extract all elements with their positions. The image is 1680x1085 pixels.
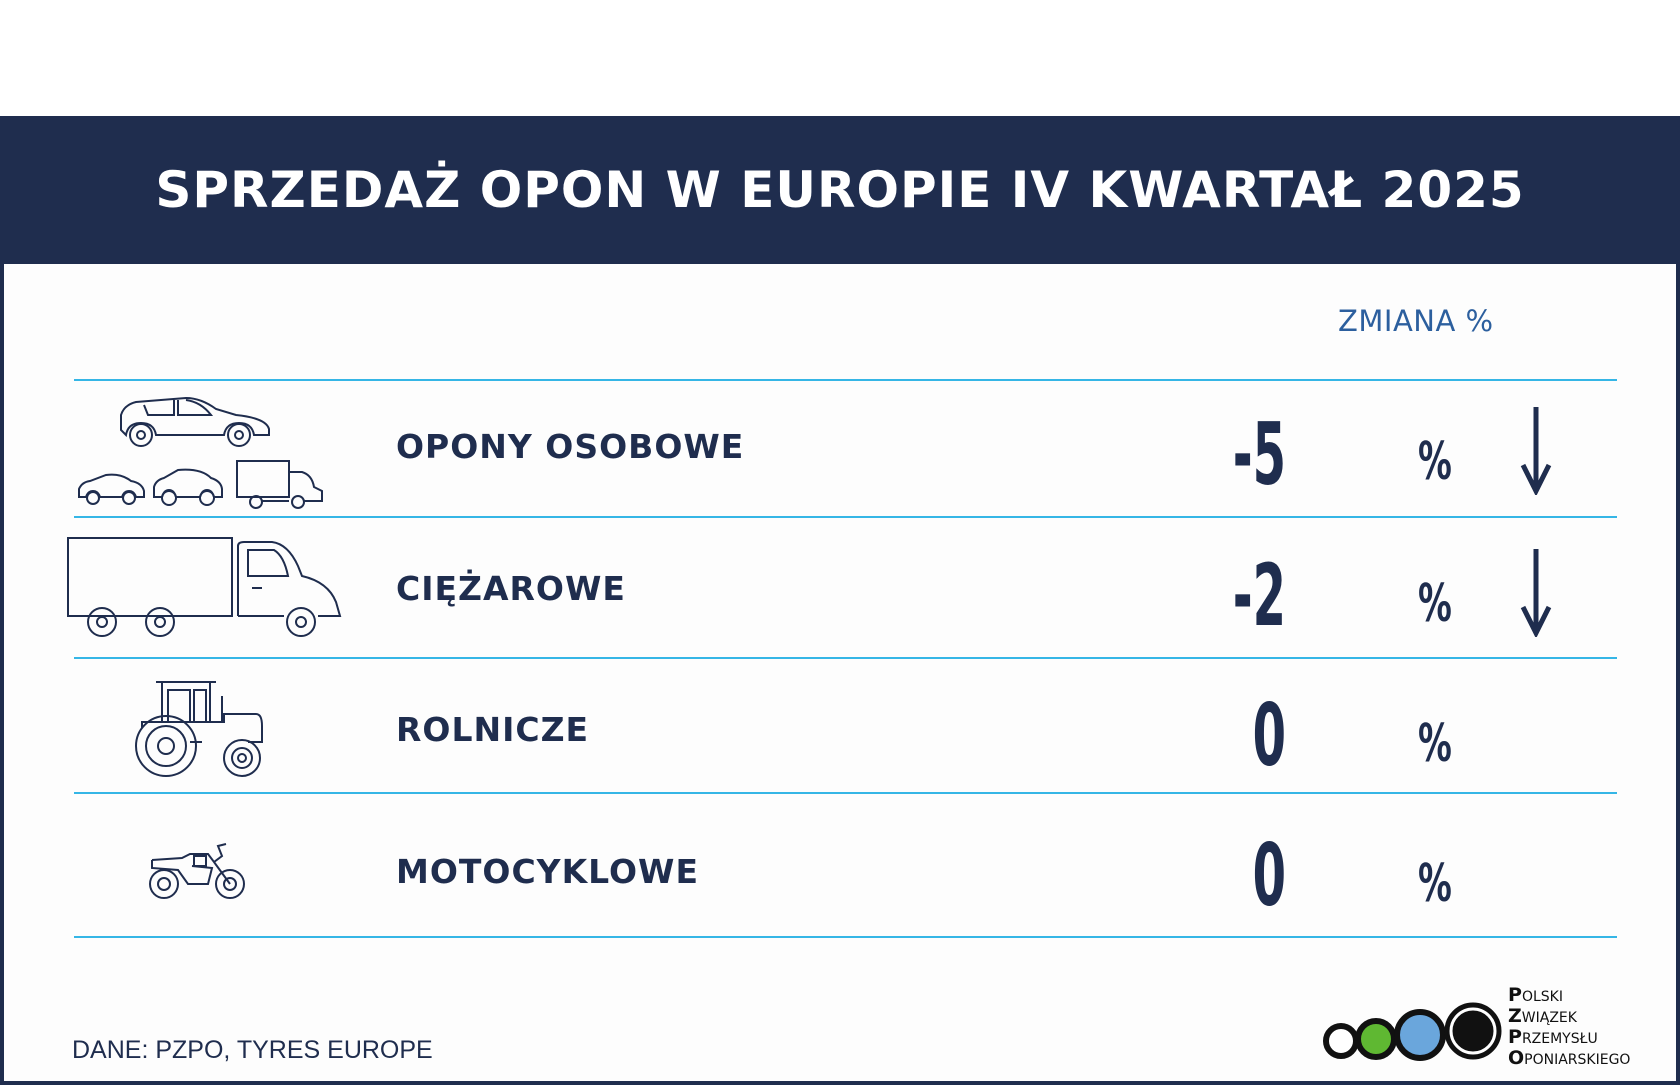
row-divider (74, 379, 1617, 381)
row-divider (74, 936, 1617, 938)
pzpo-logo-icon (1323, 1002, 1502, 1061)
percent-sign: % (1418, 714, 1452, 774)
percent-sign: % (1418, 574, 1452, 634)
title-banner: SPRZEDAŻ OPON W EUROPIE IV KWARTAŁ 2025 (0, 116, 1680, 264)
row-label: ROLNICZE (396, 710, 590, 749)
change-value: 0 (1252, 686, 1286, 786)
change-value: 0 (1252, 826, 1286, 926)
row-divider (74, 792, 1617, 794)
change-value: -5 (1232, 405, 1286, 505)
row-label: MOTOCYKLOWE (396, 852, 699, 891)
percent-sign: % (1418, 854, 1452, 914)
motorcycle-icon (149, 843, 245, 899)
source-note: DANE: PZPO, TYRES EUROPE (72, 1036, 433, 1064)
tractor-icon (135, 681, 263, 777)
page-title: SPRZEDAŻ OPON W EUROPIE IV KWARTAŁ 2025 (155, 161, 1525, 219)
row-divider (74, 657, 1617, 659)
cars-and-van-icon (78, 396, 323, 509)
row-label: CIĘŻAROWE (396, 569, 626, 608)
arrow-down-icon (1520, 407, 1552, 495)
pzpo-logo-text: POLSKI ZWIĄZEK PRZEMYSŁU OPONIARSKIEGO (1508, 984, 1631, 1069)
row-label: OPONY OSOBOWE (396, 427, 745, 466)
infographic-frame (0, 116, 1680, 1085)
arrow-down-icon (1520, 549, 1552, 637)
truck-icon (67, 537, 342, 637)
row-divider (74, 516, 1617, 518)
change-column-header: ZMIANA % (1338, 304, 1494, 338)
percent-sign: % (1418, 432, 1452, 492)
change-value: -2 (1232, 546, 1286, 646)
